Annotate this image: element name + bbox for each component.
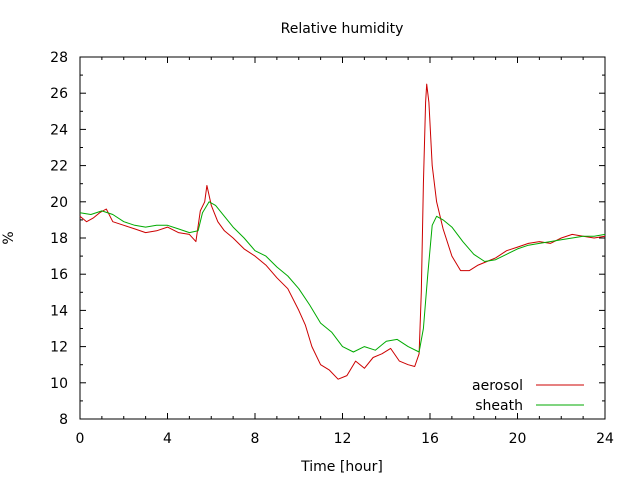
x-tick-label: 20 bbox=[509, 431, 527, 447]
y-tick-label: 10 bbox=[50, 376, 68, 392]
axis-ticks: 0 4 8 12 16 20 24 8 10 12 14 16 18 20 22 24 26 28 bbox=[50, 50, 614, 447]
x-tick-label: 16 bbox=[421, 431, 439, 447]
series-line-aerosol bbox=[79, 83, 606, 380]
y-tick-label: 26 bbox=[50, 86, 68, 102]
y-tick-label: 18 bbox=[50, 231, 68, 247]
y-tick-label: 8 bbox=[59, 412, 68, 428]
y-axis-label: % bbox=[1, 231, 17, 244]
x-tick-label: 0 bbox=[76, 431, 85, 447]
y-tick-label: 12 bbox=[50, 340, 68, 356]
chart-title: Relative humidity bbox=[281, 21, 404, 37]
y-tick-label: 20 bbox=[50, 195, 68, 211]
x-tick-label: 24 bbox=[596, 431, 614, 447]
y-tick-label: 22 bbox=[50, 159, 68, 175]
y-tick-label: 24 bbox=[50, 122, 68, 138]
plot-frame bbox=[79, 56, 606, 420]
axes bbox=[79, 56, 606, 420]
x-axis-label: Time [hour] bbox=[300, 459, 383, 475]
x-tick-label: 12 bbox=[334, 431, 352, 447]
legend: aerosol sheath bbox=[472, 378, 584, 414]
legend-label-aerosol: aerosol bbox=[472, 378, 523, 394]
x-tick-label: 8 bbox=[251, 431, 260, 447]
y-tick-label: 16 bbox=[50, 267, 68, 283]
data-series bbox=[79, 83, 606, 380]
y-tick-label: 28 bbox=[50, 50, 68, 66]
series-line-sheath bbox=[79, 201, 606, 353]
legend-label-sheath: sheath bbox=[475, 398, 523, 414]
y-tick-label: 14 bbox=[50, 303, 68, 319]
x-tick-label: 4 bbox=[163, 431, 172, 447]
